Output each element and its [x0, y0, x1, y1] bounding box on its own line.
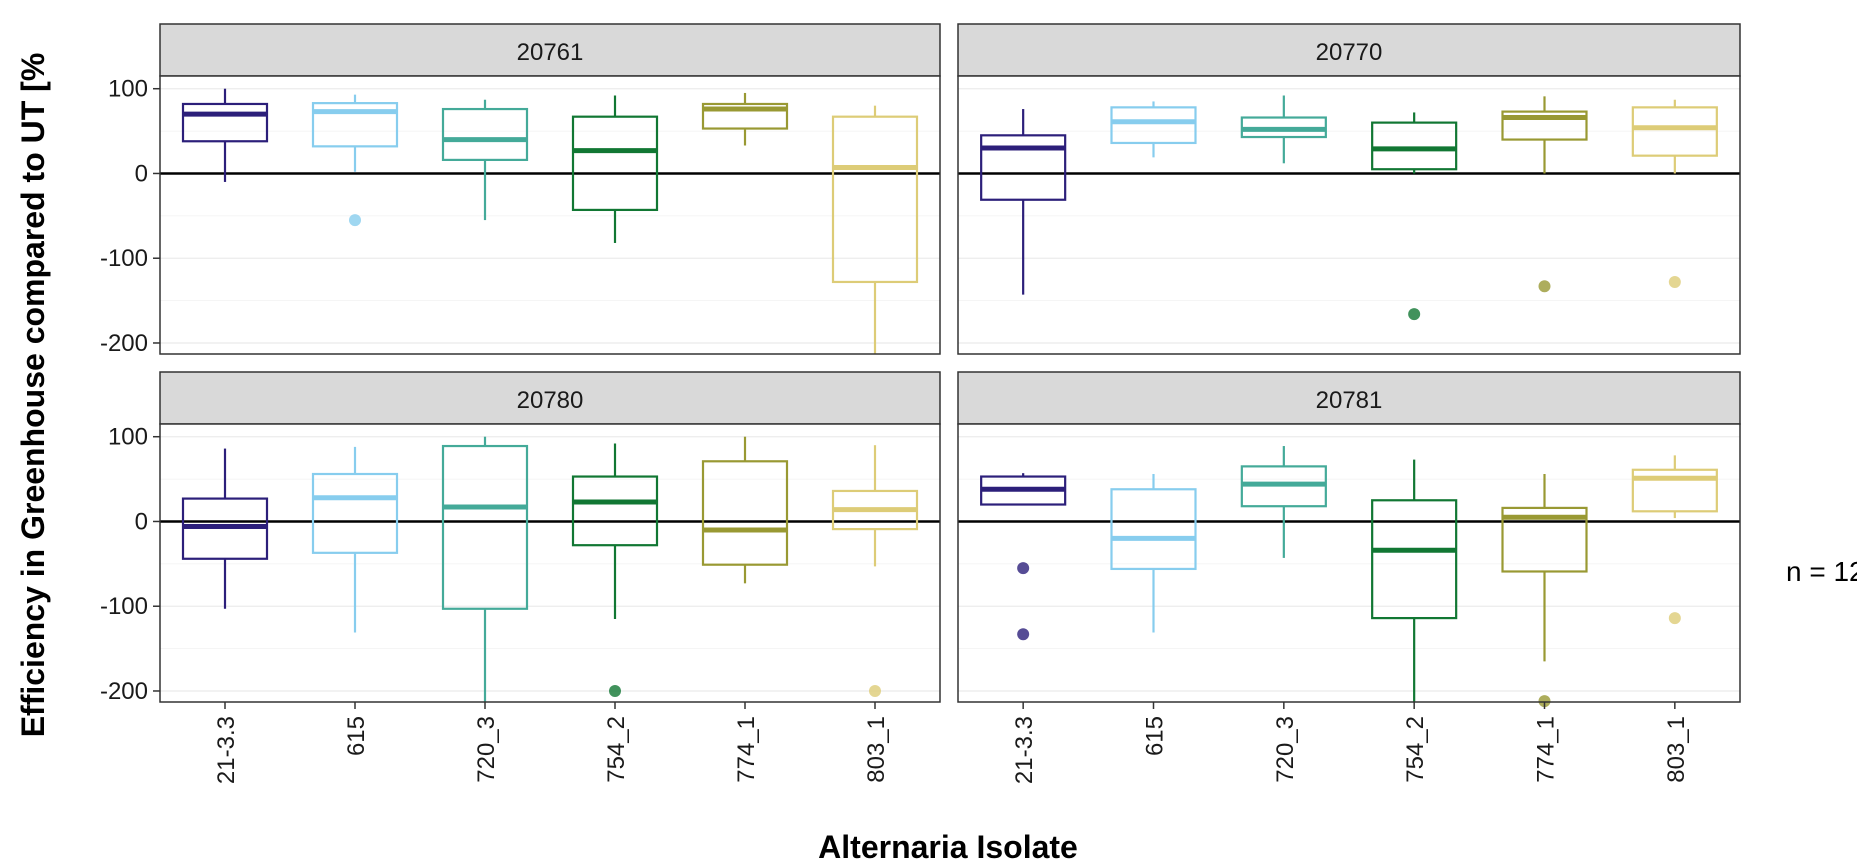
box-iqr	[441, 444, 529, 610]
box-774_1	[701, 92, 789, 146]
box-615	[311, 94, 399, 227]
box-iqr	[701, 102, 789, 130]
x-tick-label: 803_1	[1663, 716, 1690, 783]
box-iqr	[980, 134, 1067, 201]
box-iqr	[311, 472, 399, 554]
x-tick-label: 720_3	[1272, 716, 1299, 783]
box-iqr	[1371, 499, 1458, 620]
box-615	[1110, 474, 1197, 633]
plot-background	[160, 76, 940, 354]
y-tick-label: -100	[100, 593, 148, 620]
panel-strip-title: 20761	[517, 39, 584, 66]
outlier-point	[1408, 308, 1421, 321]
y-tick-label: 100	[108, 424, 148, 451]
y-tick-label: -200	[100, 678, 148, 705]
box-iqr	[181, 102, 269, 143]
plot-background	[958, 424, 1740, 702]
box-803_1	[1631, 455, 1718, 625]
x-tick-label: 615	[343, 716, 370, 756]
y-tick-label: 0	[135, 508, 148, 535]
x-tick-label: 21-3.3	[213, 716, 240, 784]
x-tick-label: 754_2	[603, 716, 630, 783]
outlier-point	[609, 684, 621, 697]
panel-strip-title: 20781	[1316, 387, 1383, 414]
x-tick-label: 774_1	[1533, 716, 1560, 783]
panels-layer: 207611000-100-20020770207801000-100-2002…	[100, 23, 1741, 784]
box-iqr	[701, 460, 789, 566]
box-754_2	[1371, 459, 1458, 702]
x-tick-label: 803_1	[863, 716, 890, 783]
panel-border	[159, 75, 941, 355]
box-720_3	[441, 99, 529, 221]
box-774_1	[1501, 96, 1588, 293]
panel-border	[957, 423, 1741, 703]
box-iqr	[1501, 506, 1588, 573]
box-iqr	[1631, 106, 1718, 157]
box-774_1	[701, 436, 789, 584]
box-iqr	[571, 475, 659, 547]
x-tick-label: 21-3.3	[1011, 716, 1038, 784]
box-803_1	[1631, 99, 1718, 288]
y-tick-label: -100	[100, 245, 148, 272]
box-21-3.3	[980, 473, 1067, 641]
plot-background	[160, 424, 940, 702]
outlier-point	[1017, 628, 1030, 641]
box-754_2	[571, 95, 659, 243]
box-615	[311, 446, 399, 633]
box-iqr	[1631, 468, 1718, 513]
box-803_1	[831, 105, 919, 354]
box-iqr	[1110, 488, 1197, 571]
box-754_2	[1371, 112, 1458, 321]
y-tick-label: -200	[100, 330, 148, 357]
panel-border	[159, 423, 941, 703]
x-tick-label: 754_2	[1402, 716, 1429, 783]
panel-strip-title: 20770	[1316, 39, 1383, 66]
panel-20780: 20780 100 0 -100 -200 21-3.3 615 720_3 754_2 774_…	[100, 371, 941, 784]
y-tick-label: 0	[135, 160, 148, 187]
box-720_3	[1240, 95, 1327, 164]
panel-strip	[159, 371, 941, 425]
y-tick-label: 100	[108, 76, 148, 103]
panel-20781: 20781 21-3.3 615 720_3 754_2 774_1 803_1	[957, 371, 1741, 784]
box-720_3	[441, 436, 529, 702]
box-iqr	[1371, 121, 1458, 171]
box-iqr	[571, 115, 659, 212]
box-615	[1110, 101, 1197, 158]
box-754_2	[571, 443, 659, 697]
outlier-point	[1538, 695, 1551, 708]
outlier-point	[1668, 275, 1681, 288]
box-iqr	[441, 107, 529, 162]
x-tick-label: 720_3	[473, 716, 500, 783]
panel-strip	[957, 23, 1741, 77]
box-720_3	[1240, 446, 1327, 558]
x-tick-label: 774_1	[733, 716, 760, 783]
x-tick-label: 615	[1142, 716, 1169, 756]
outlier-point	[349, 214, 361, 227]
y-axis-title: Efficiency in Greenhouse compared to UT …	[15, 53, 51, 738]
panel-20761: 20761 100 0 -100 -200	[100, 23, 941, 357]
box-iqr	[1501, 110, 1588, 141]
x-axis-title: Alternaria Isolate	[818, 829, 1078, 865]
panel-strip	[159, 23, 941, 77]
outlier-point	[1538, 280, 1551, 293]
box-774_1	[1501, 474, 1588, 708]
box-21-3.3	[980, 109, 1067, 295]
box-iqr	[1110, 106, 1197, 145]
box-iqr	[311, 102, 399, 148]
box-803_1	[831, 445, 919, 697]
box-21-3.3	[181, 448, 269, 609]
outlier-point	[1668, 612, 1681, 625]
plot-background	[958, 76, 1740, 354]
panel-border	[957, 75, 1741, 355]
outlier-point	[1017, 562, 1030, 575]
outlier-point	[869, 684, 881, 697]
panel-strip-title: 20780	[517, 387, 584, 414]
panel-20770: 20770	[957, 23, 1741, 355]
box-21-3.3	[181, 88, 269, 182]
sample-size-note: n = 12	[1786, 556, 1857, 587]
box-iqr	[831, 115, 919, 284]
